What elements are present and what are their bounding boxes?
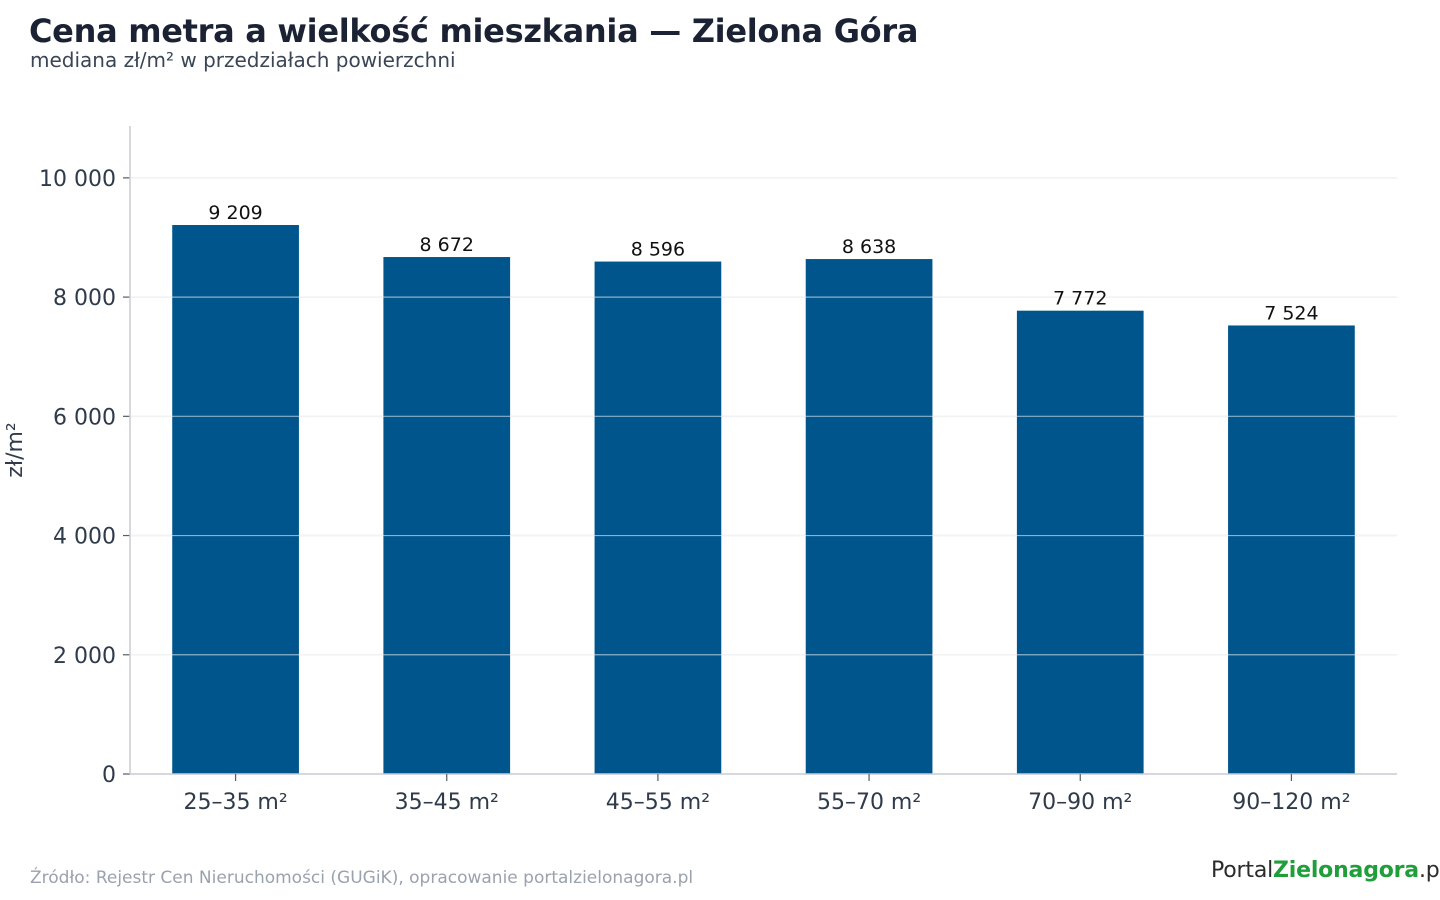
- chart-title: Cena metra a wielkość mieszkania — Zielo…: [29, 12, 919, 50]
- x-tick-label: 55–70 m²: [817, 790, 921, 815]
- bar: [1228, 325, 1355, 774]
- portal-logo: PortalZielonagora.pl: [1211, 858, 1440, 883]
- y-tick-label: 10 000: [39, 167, 116, 192]
- bar-value-label: 9 209: [208, 202, 262, 224]
- source-note: Źródło: Rejestr Cen Nieruchomości (GUGiK…: [30, 868, 694, 888]
- x-tick-label: 70–90 m²: [1028, 790, 1132, 815]
- bar-value-label: 8 672: [420, 234, 474, 256]
- logo-part-zielonagora: Zielonagora: [1273, 858, 1419, 883]
- x-tick-label: 90–120 m²: [1232, 790, 1350, 815]
- y-tick-label: 6 000: [53, 405, 116, 430]
- logo-part-portal: Portal: [1211, 858, 1274, 883]
- bar-value-label: 7 772: [1053, 288, 1107, 310]
- axis-layer: 0 2 000 4 000 6 000 8 000 10 000 25–35 m² 35–45…: [3, 126, 1397, 815]
- x-tick-label: 25–35 m²: [183, 790, 287, 815]
- x-tick-label: 45–55 m²: [606, 790, 710, 815]
- bar: [594, 261, 722, 774]
- y-tick-label: 8 000: [53, 286, 116, 311]
- bar-value-label: 8 638: [842, 236, 896, 258]
- y-tick-label: 4 000: [53, 525, 116, 550]
- y-tick-label: 0: [102, 763, 116, 788]
- bar: [805, 259, 933, 774]
- bar-value-label: 7 524: [1264, 302, 1318, 324]
- label-layer: 9 209 8 672 8 596 8 638 7 772 7 524: [208, 202, 1318, 324]
- logo-part-pl: .pl: [1418, 858, 1440, 883]
- x-tick-label: 35–45 m²: [395, 790, 499, 815]
- bar-layer: [130, 177, 1397, 775]
- bar: [1016, 310, 1144, 774]
- bar-value-label: 8 596: [631, 239, 685, 261]
- chart-subtitle: mediana zł/m² w przedziałach powierzchni: [30, 48, 456, 72]
- bar: [383, 257, 511, 774]
- bar: [172, 225, 299, 775]
- y-tick-label: 2 000: [53, 644, 116, 669]
- y-axis-label: zł/m²: [3, 422, 28, 477]
